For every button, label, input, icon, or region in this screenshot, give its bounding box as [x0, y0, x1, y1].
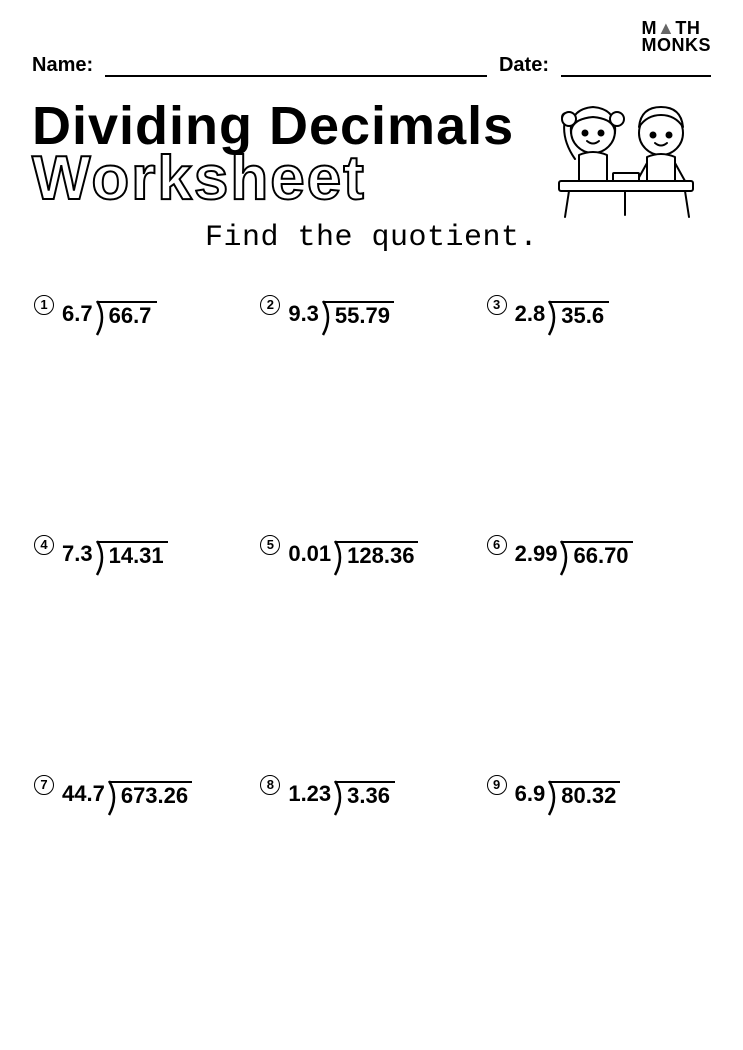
long-division-bracket: 128.36: [335, 527, 418, 569]
long-division-bracket: 66.7: [97, 287, 157, 329]
dividend: 673.26: [109, 781, 192, 809]
division-bracket-icon: [107, 779, 121, 817]
name-label: Name:: [32, 54, 93, 77]
title-block: Dividing Decimals Worksheet: [32, 95, 711, 207]
name-input-line[interactable]: [105, 57, 487, 77]
problem-8: 8 1.233.36: [258, 761, 484, 1001]
date-label: Date:: [499, 54, 549, 77]
division-expression: 1.233.36: [288, 767, 395, 809]
problem-9: 9 6.980.32: [485, 761, 711, 1001]
divisor: 6.9: [515, 767, 550, 807]
divisor: 6.7: [62, 287, 97, 327]
problem-number: 9: [487, 775, 507, 795]
division-bracket-icon: [95, 299, 109, 337]
division-expression: 9.355.79: [288, 287, 394, 329]
divisor: 0.01: [288, 527, 335, 567]
division-expression: 7.314.31: [62, 527, 168, 569]
problem-4: 4 7.314.31: [32, 521, 258, 761]
divisor: 7.3: [62, 527, 97, 567]
problems-grid: 16.766.729.355.7932.835.647.314.3150.011…: [32, 281, 711, 1001]
divisor: 2.99: [515, 527, 562, 567]
problem-6: 6 2.9966.70: [485, 521, 711, 761]
division-expression: 2.835.6: [515, 287, 610, 329]
division-bracket-icon: [333, 539, 347, 577]
divisor: 9.3: [288, 287, 323, 327]
kids-illustration-icon: [541, 89, 711, 224]
division-expression: 0.01128.36: [288, 527, 418, 569]
long-division-bracket: 673.26: [109, 767, 192, 809]
problem-5: 5 0.01128.36: [258, 521, 484, 761]
division-expression: 44.7673.26: [62, 767, 192, 809]
problem-7: 7 44.7673.26: [32, 761, 258, 1001]
problem-number: 2: [260, 295, 280, 315]
division-bracket-icon: [321, 299, 335, 337]
problem-number: 8: [260, 775, 280, 795]
division-bracket-icon: [95, 539, 109, 577]
instruction-text: Find the quotient.: [32, 221, 711, 255]
divisor: 44.7: [62, 767, 109, 807]
division-bracket-icon: [559, 539, 573, 577]
problem-number: 7: [34, 775, 54, 795]
header-row: Name: Date:: [32, 54, 711, 77]
division-expression: 6.766.7: [62, 287, 157, 329]
dividend: 128.36: [335, 541, 418, 569]
long-division-bracket: 66.70: [561, 527, 632, 569]
division-expression: 2.9966.70: [515, 527, 633, 569]
division-bracket-icon: [547, 299, 561, 337]
long-division-bracket: 14.31: [97, 527, 168, 569]
brand-logo: M▲TH MONKS: [642, 20, 712, 54]
logo-line2: MONKS: [642, 37, 712, 54]
problem-number: 6: [487, 535, 507, 555]
problem-3: 3 2.835.6: [485, 281, 711, 521]
problem-number: 5: [260, 535, 280, 555]
divisor: 1.23: [288, 767, 335, 807]
problem-2: 2 9.355.79: [258, 281, 484, 521]
division-bracket-icon: [547, 779, 561, 817]
long-division-bracket: 35.6: [549, 287, 609, 329]
long-division-bracket: 80.32: [549, 767, 620, 809]
date-input-line[interactable]: [561, 57, 711, 77]
problem-number: 4: [34, 535, 54, 555]
problem-1: 1 6.766.7: [32, 281, 258, 521]
division-expression: 6.980.32: [515, 767, 621, 809]
problem-number: 3: [487, 295, 507, 315]
problem-number: 1: [34, 295, 54, 315]
divisor: 2.8: [515, 287, 550, 327]
division-bracket-icon: [333, 779, 347, 817]
long-division-bracket: 3.36: [335, 767, 395, 809]
long-division-bracket: 55.79: [323, 287, 394, 329]
